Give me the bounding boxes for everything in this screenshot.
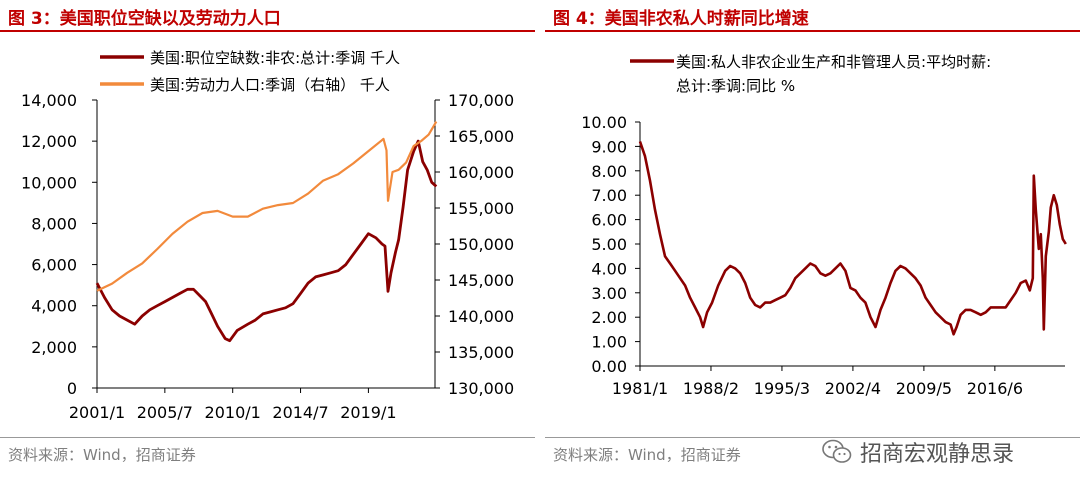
left-figure-title: 图 3：美国职位空缺以及劳动力人口: [8, 9, 281, 29]
right-bottom-rule: [545, 437, 1080, 438]
y-right-tick-label: 160,000: [448, 163, 514, 182]
right-source-note: 资料来源：Wind，招商证券: [553, 446, 741, 464]
x-tick-label: 2001/1: [69, 403, 125, 422]
y-right-tick-label: 150,000: [448, 235, 514, 254]
y-tick-label: 4.00: [591, 259, 627, 278]
legend-label-2: 美国:劳动力人口:季调（右轴） 千人: [150, 76, 390, 94]
right-figure-title: 图 4：美国非农私人时薪同比增速: [553, 9, 809, 29]
x-tick-label: 1988/2: [683, 379, 739, 398]
y-right-tick-label: 135,000: [448, 343, 514, 362]
y-tick-label: 6.00: [591, 211, 627, 230]
x-tick-label: 2010/1: [205, 403, 261, 422]
wechat-icon: [822, 439, 852, 463]
y-left-tick-label: 8,000: [31, 214, 77, 233]
y-tick-label: 8.00: [591, 162, 627, 181]
x-tick-label: 1995/3: [754, 379, 810, 398]
left-title-rule: [0, 30, 535, 32]
y-right-tick-label: 170,000: [448, 91, 514, 110]
y-right-tick-label: 155,000: [448, 199, 514, 218]
y-left-tick-label: 2,000: [31, 338, 77, 357]
series-line-1: [95, 139, 438, 343]
x-tick-label: 2009/5: [896, 379, 952, 398]
x-tick-label: 2019/1: [340, 403, 396, 422]
left-bottom-rule: [0, 437, 535, 438]
y-left-tick-label: 6,000: [31, 256, 77, 275]
y-tick-label: 10.00: [581, 113, 627, 132]
y-tick-label: 5.00: [591, 235, 627, 254]
y-left-tick-label: 12,000: [21, 132, 77, 151]
y-left-tick-label: 10,000: [21, 173, 77, 192]
brand-signature: 招商宏观静思录: [822, 438, 1015, 467]
x-tick-label: 2014/7: [272, 403, 328, 422]
y-left-tick-label: 14,000: [21, 91, 77, 110]
y-left-tick-label: 0: [67, 379, 77, 398]
y-right-tick-label: 130,000: [448, 379, 514, 398]
y-tick-label: 0.00: [591, 357, 627, 376]
y-right-tick-label: 140,000: [448, 307, 514, 326]
y-left-tick-label: 4,000: [31, 297, 77, 316]
x-tick-label: 1981/1: [612, 379, 668, 398]
y-right-tick-label: 165,000: [448, 127, 514, 146]
y-tick-label: 2.00: [591, 308, 627, 327]
y-tick-label: 1.00: [591, 333, 627, 352]
y-tick-label: 9.00: [591, 137, 627, 156]
legend-label-1: 美国:职位空缺数:非农:总计:季调 千人: [150, 49, 400, 67]
brand-name: 招商宏观静思录: [860, 442, 1015, 467]
x-tick-label: 2002/4: [825, 379, 881, 398]
y-right-tick-label: 145,000: [448, 271, 514, 290]
right-title-rule: [545, 30, 1080, 32]
legend-label-1: 美国:私人非农企业生产和非管理人员:平均时薪:总计:季调:同比 %: [676, 53, 991, 95]
right-chart: 美国:私人非农企业生产和非管理人员:平均时薪:总计:季调:同比 % 0.00 1.…: [581, 53, 1067, 398]
series-line-1: [638, 141, 1067, 336]
x-tick-label: 2005/7: [137, 403, 193, 422]
series-line-2: [96, 121, 438, 292]
x-tick-label: 2016/6: [967, 379, 1023, 398]
y-tick-label: 3.00: [591, 284, 627, 303]
y-tick-label: 7.00: [591, 186, 627, 205]
left-source-note: 资料来源：Wind，招商证券: [8, 446, 196, 464]
